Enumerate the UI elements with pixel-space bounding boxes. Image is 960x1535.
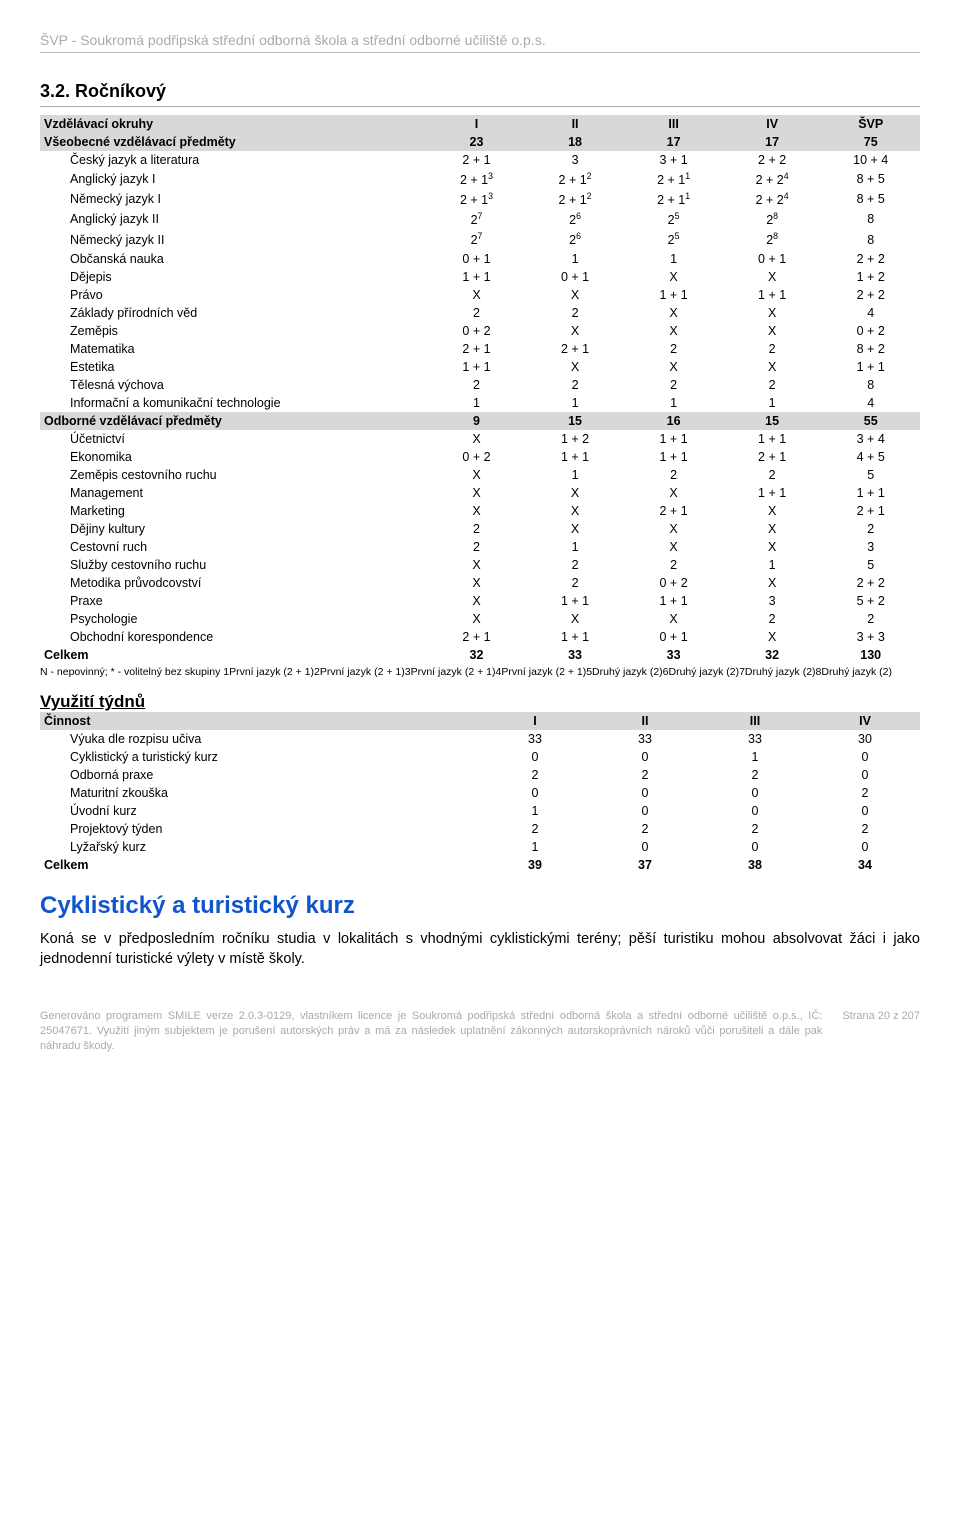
table-row: Zeměpis0 + 2XXX0 + 2 bbox=[40, 322, 920, 340]
footer-page-number: Strana 20 z 207 bbox=[842, 1009, 920, 1054]
table-row: MarketingXX2 + 1X2 + 1 bbox=[40, 502, 920, 520]
table-row: ÚčetnictvíX1 + 21 + 11 + 13 + 4 bbox=[40, 430, 920, 448]
table-row: Projektový týden2222 bbox=[40, 820, 920, 838]
section-title: 3.2. Ročníkový bbox=[40, 81, 920, 102]
blue-heading: Cyklistický a turistický kurz bbox=[40, 892, 920, 920]
weeks-total-row: Celkem39373834 bbox=[40, 856, 920, 874]
table-row: Cestovní ruch21XX3 bbox=[40, 538, 920, 556]
table-row: PsychologieXXX22 bbox=[40, 610, 920, 628]
weeks-title: Využití týdnů bbox=[40, 692, 920, 712]
curriculum-header-row: Vzdělávací okruhyIIIIIIIVŠVP bbox=[40, 115, 920, 133]
table-row: Anglický jazyk II272625288 bbox=[40, 209, 920, 229]
table-row: Německý jazyk I2 + 132 + 122 + 112 + 248… bbox=[40, 189, 920, 209]
curriculum-table: Vzdělávací okruhyIIIIIIIVŠVPVšeobecné vz… bbox=[40, 115, 920, 664]
table-row: Tělesná výchova22228 bbox=[40, 376, 920, 394]
grand-total-row: Celkem32333332130 bbox=[40, 646, 920, 664]
table-row: Anglický jazyk I2 + 132 + 122 + 112 + 24… bbox=[40, 169, 920, 189]
table-row: Služby cestovního ruchuX2215 bbox=[40, 556, 920, 574]
table-row: PraxeX1 + 11 + 135 + 2 bbox=[40, 592, 920, 610]
curriculum-footnote: N - nepovinný; * - volitelný bez skupiny… bbox=[40, 666, 920, 679]
group-header-row: Všeobecné vzdělávací předměty2318171775 bbox=[40, 133, 920, 151]
table-row: Maturitní zkouška0002 bbox=[40, 784, 920, 802]
table-row: Estetika1 + 1XXX1 + 1 bbox=[40, 358, 920, 376]
table-row: PrávoXX1 + 11 + 12 + 2 bbox=[40, 286, 920, 304]
weeks-table: ČinnostIIIIIIIVVýuka dle rozpisu učiva33… bbox=[40, 712, 920, 874]
document-header: ŠVP - Soukromá podřipská střední odborná… bbox=[40, 32, 920, 53]
table-row: Informační a komunikační technologie1111… bbox=[40, 394, 920, 412]
body-paragraph: Koná se v předposledním ročníku studia v… bbox=[40, 930, 920, 969]
page-footer: Generováno programem SMILE verze 2.0.3-0… bbox=[40, 1009, 920, 1054]
table-row: Ekonomika0 + 21 + 11 + 12 + 14 + 5 bbox=[40, 448, 920, 466]
group-header-row: Odborné vzdělávací předměty915161555 bbox=[40, 412, 920, 430]
table-row: Český jazyk a literatura2 + 133 + 12 + 2… bbox=[40, 151, 920, 169]
table-row: Matematika2 + 12 + 1228 + 2 bbox=[40, 340, 920, 358]
table-row: Metodika průvodcovstvíX20 + 2X2 + 2 bbox=[40, 574, 920, 592]
table-row: Dějepis1 + 10 + 1XX1 + 2 bbox=[40, 268, 920, 286]
divider bbox=[40, 106, 920, 107]
table-row: Cyklistický a turistický kurz0010 bbox=[40, 748, 920, 766]
table-row: Občanská nauka0 + 1110 + 12 + 2 bbox=[40, 250, 920, 268]
table-row: Německý jazyk II272625288 bbox=[40, 229, 920, 249]
footer-left: Generováno programem SMILE verze 2.0.3-0… bbox=[40, 1009, 822, 1054]
weeks-header-row: ČinnostIIIIIIIV bbox=[40, 712, 920, 730]
table-row: Výuka dle rozpisu učiva33333330 bbox=[40, 730, 920, 748]
table-row: Odborná praxe2220 bbox=[40, 766, 920, 784]
table-row: Zeměpis cestovního ruchuX1225 bbox=[40, 466, 920, 484]
table-row: Základy přírodních věd22XX4 bbox=[40, 304, 920, 322]
table-row: Dějiny kultury2XXX2 bbox=[40, 520, 920, 538]
table-row: Obchodní korespondence2 + 11 + 10 + 1X3 … bbox=[40, 628, 920, 646]
table-row: Lyžařský kurz1000 bbox=[40, 838, 920, 856]
table-row: Úvodní kurz1000 bbox=[40, 802, 920, 820]
table-row: ManagementXXX1 + 11 + 1 bbox=[40, 484, 920, 502]
